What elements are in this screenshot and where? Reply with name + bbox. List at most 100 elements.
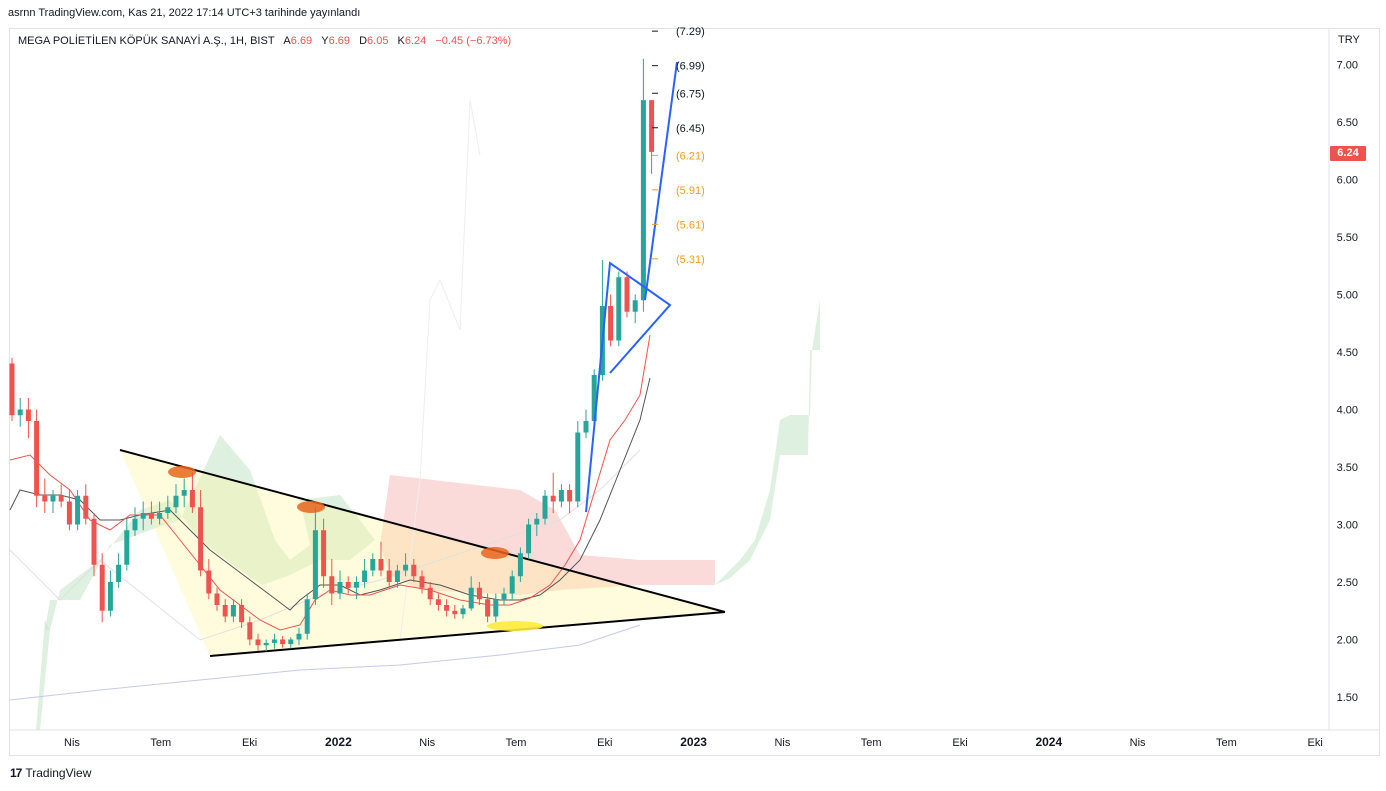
tradingview-logo-icon: 17 [10,766,22,780]
candle-body [640,100,646,301]
candle-body [271,639,277,643]
candle-body [296,633,302,640]
y-axis-tick-label: 5.00 [1337,290,1358,302]
candle-body [247,622,253,640]
symbol-name: MEGA POLİETİLEN KÖPÜK SANAYİ A.Ş., 1H, B… [18,35,275,47]
candle-body [394,570,400,582]
y-axis-tick-label: 4.00 [1337,405,1358,417]
target-level-label: (6.99) [676,61,705,73]
touch-point-1 [168,466,196,478]
candle-body [189,490,195,508]
symbol-legend: MEGA POLİETİLEN KÖPÜK SANAYİ A.Ş., 1H, B… [18,35,511,47]
candle-body [558,490,564,502]
candle-body [370,559,376,571]
candle-body [345,582,351,588]
candle-body [83,495,89,519]
x-axis-tick-label: Tem [861,737,882,749]
change-value: −0.45 (−6.73%) [435,35,512,47]
candle-body [517,553,523,577]
candle-body [181,490,187,496]
y-axis-tick-label: 4.50 [1337,347,1358,359]
candle-body [337,582,343,594]
candle-body [132,518,138,531]
pennant-pattern [585,261,672,513]
candle-body [50,495,56,502]
candle-body [649,100,655,152]
x-axis-tick-label: Eki [1308,737,1323,749]
candle-body [66,501,72,525]
close-label: K [397,35,405,47]
candle-body [25,409,31,421]
candle-body [534,518,540,525]
touch-point-4 [487,621,543,631]
candle-body [165,507,171,513]
candle-body [526,524,532,554]
x-axis-tick-label: Tem [506,737,527,749]
candle-body [591,375,597,421]
target-level-label: (5.91) [676,185,705,197]
y-axis-tick-label: 6.00 [1337,175,1358,187]
candle-body [75,495,81,525]
candle-body [230,605,236,617]
candle-body [353,582,359,588]
x-axis-tick-label: Eki [952,737,967,749]
candle-body [34,421,40,496]
footer-brand[interactable]: 17 TradingView [10,766,91,780]
high-label: Y [321,35,329,47]
candle-body [501,593,507,600]
candle-body [468,587,474,609]
footer-brand-text: TradingView [25,766,92,780]
x-axis-tick-label: 2023 [680,735,707,749]
candle-body [435,599,441,605]
candle-body [444,605,450,611]
candle-body [550,495,556,502]
candle-body [493,599,499,617]
candle-body [9,363,15,416]
candle-body [157,513,163,519]
candle-body [476,587,482,600]
candle-body [222,605,228,617]
candle-body [42,495,48,502]
candle-body [116,564,122,582]
ma-200-line [9,624,641,701]
candle-body [329,576,335,594]
last-price-badge: 6.24 [1330,146,1366,161]
target-level-label: (6.45) [676,123,705,135]
candle-body [583,421,589,433]
candle-body [312,530,318,600]
candle-body [280,639,286,645]
publish-line: asrnn TradingView.com, Kas 21, 2022 17:1… [8,7,361,19]
candle-body [378,559,384,571]
candle-body [17,409,23,416]
candle-body [255,639,261,646]
candle-body [148,513,154,519]
triangle-pattern-fill [120,450,725,656]
candle-body [485,599,491,617]
y-axis-tick-label: 2.00 [1337,635,1358,647]
x-axis-tick-label: 2022 [325,735,352,749]
x-axis-tick-label: Eki [242,737,257,749]
candle-body [542,495,548,519]
touch-point-2 [297,501,325,513]
y-axis-tick-label: 3.00 [1337,520,1358,532]
ichimoku-cloud-green-1 [45,435,375,630]
candle-body [452,610,458,615]
touch-point-3 [481,547,509,559]
candle-body [124,530,130,565]
candle-body [263,642,269,646]
candle-body [460,608,466,615]
candle-body [198,507,204,571]
x-axis-tick-label: Eki [597,737,612,749]
candle-body [632,300,638,312]
candle-body [411,564,417,577]
y-axis-tick-label: 2.50 [1337,577,1358,589]
high-value: 6.69 [328,35,351,47]
candle-body [608,306,614,341]
flagpole-projection [644,61,678,301]
ichimoku-cloud-red [380,475,715,595]
x-axis-tick-label: Tem [150,737,171,749]
y-axis-tick-label: 3.50 [1337,462,1358,474]
open-value: 6.69 [290,35,313,47]
y-axis-tick-label: 7.00 [1337,60,1358,72]
